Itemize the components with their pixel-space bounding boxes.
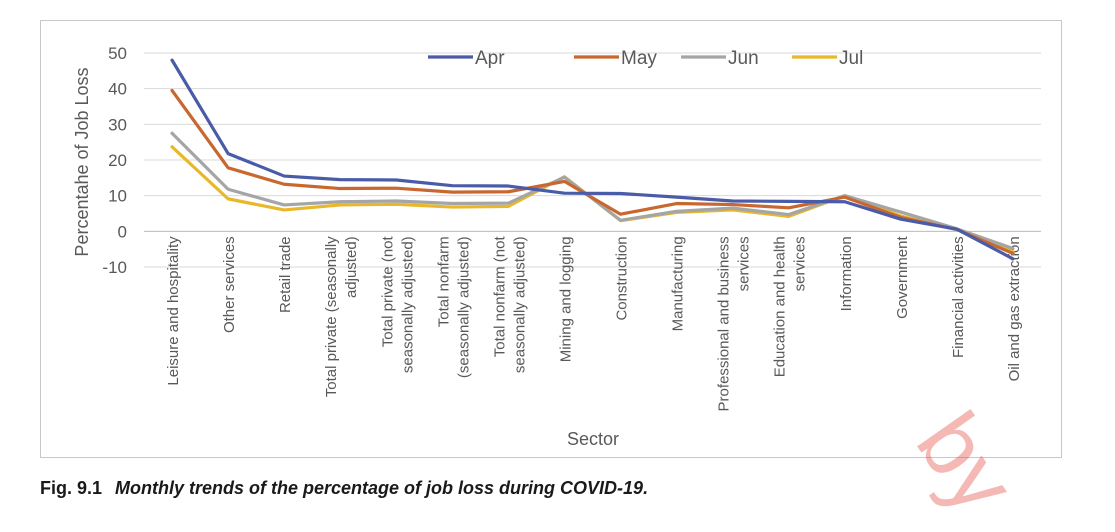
x-tick-label: Retail trade — [277, 236, 294, 313]
y-tick-label: 0 — [118, 222, 127, 241]
series-line-may — [170, 88, 1015, 256]
x-tick-label: Oil and gas extraction — [1006, 236, 1023, 381]
x-tick-label: (seasonally adjusted) — [455, 236, 472, 378]
y-tick-label: 10 — [108, 187, 127, 206]
x-tick-label: services — [736, 236, 753, 291]
caption-number: Fig. 9.1 — [40, 478, 103, 498]
x-tick-label: services — [792, 236, 809, 291]
legend-label-jun: Jun — [728, 48, 759, 69]
y-tick-label: 20 — [108, 151, 127, 170]
x-tick-label: Total nonfarm — [435, 236, 452, 327]
x-tick-label: seasonally adjusted) — [511, 236, 528, 373]
x-tick-label: Manufacturing — [670, 236, 687, 331]
x-tick-label: Mining and logging — [557, 236, 574, 362]
y-axis-title: Percentahe of Job Loss — [72, 67, 92, 256]
line-chart: -10 0 10 20 30 40 50 Leisure and hospitality Oth… — [72, 44, 1041, 449]
caption-text: Monthly trends of the percentage of job … — [115, 478, 649, 498]
x-tick-label: Professional and business — [716, 236, 733, 411]
series-line-apr — [170, 58, 1015, 261]
x-tick-label: Other services — [221, 236, 238, 333]
x-tick-label: Total private (not — [379, 236, 396, 348]
x-tick-label: adjusted) — [343, 236, 360, 298]
x-tick-label: Leisure and hospitality — [165, 236, 182, 386]
x-tick-label: Total private (seasonally — [323, 236, 340, 397]
y-tick-label: -10 — [102, 258, 127, 277]
x-tick-label: Government — [894, 236, 911, 319]
chart-frame: -10 0 10 20 30 40 50 Leisure and hospitality Oth… — [40, 20, 1062, 458]
x-tick-label: Construction — [614, 236, 631, 320]
y-tick-label: 30 — [108, 115, 127, 134]
x-tick-label: Education and health — [772, 236, 789, 377]
legend-label-may: May — [621, 48, 657, 69]
figure-caption: Fig. 9.1 Monthly trends of the percentag… — [40, 478, 648, 499]
legend-label-jul: Jul — [839, 48, 863, 69]
x-axis-title: Sector — [567, 429, 619, 449]
legend-label-apr: Apr — [475, 48, 505, 69]
y-tick-label: 40 — [108, 80, 127, 99]
x-tick-label: Financial activities — [950, 236, 967, 358]
x-tick-label: Information — [838, 236, 855, 311]
x-tick-label: seasonally adjusted) — [399, 236, 416, 373]
x-tick-label: Total nonfarm (not — [491, 236, 508, 358]
y-tick-label: 50 — [108, 44, 127, 63]
